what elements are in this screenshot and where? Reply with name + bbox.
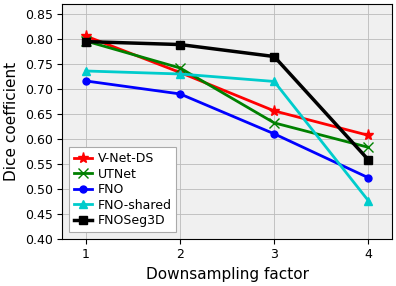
UTNet bbox=[84, 39, 88, 43]
FNO bbox=[272, 132, 276, 136]
Line: FNO-shared: FNO-shared bbox=[82, 67, 373, 205]
UTNet bbox=[178, 66, 183, 70]
Line: UTNet: UTNet bbox=[81, 36, 373, 152]
Line: FNO: FNO bbox=[82, 78, 372, 181]
Legend: V-Net-DS, UTNet, FNO, FNO-shared, FNOSeg3D: V-Net-DS, UTNet, FNO, FNO-shared, FNOSeg… bbox=[69, 147, 177, 232]
V-Net-DS bbox=[84, 34, 88, 38]
UTNet bbox=[366, 146, 371, 149]
V-Net-DS bbox=[178, 71, 183, 74]
FNO-shared bbox=[178, 72, 183, 76]
V-Net-DS bbox=[272, 109, 276, 113]
FNOSeg3D bbox=[366, 158, 371, 162]
FNO-shared bbox=[366, 199, 371, 202]
FNO-shared bbox=[272, 80, 276, 83]
FNOSeg3D bbox=[178, 43, 183, 46]
FNO bbox=[84, 79, 88, 83]
FNO bbox=[178, 92, 183, 96]
FNOSeg3D bbox=[84, 40, 88, 43]
Line: FNOSeg3D: FNOSeg3D bbox=[82, 37, 373, 164]
X-axis label: Downsampling factor: Downsampling factor bbox=[146, 267, 308, 282]
UTNet bbox=[272, 121, 276, 125]
FNO bbox=[366, 176, 371, 179]
FNO-shared bbox=[84, 69, 88, 73]
V-Net-DS bbox=[366, 134, 371, 137]
FNOSeg3D bbox=[272, 55, 276, 58]
Line: V-Net-DS: V-Net-DS bbox=[80, 31, 374, 141]
Y-axis label: Dice coefficient: Dice coefficient bbox=[4, 62, 19, 181]
